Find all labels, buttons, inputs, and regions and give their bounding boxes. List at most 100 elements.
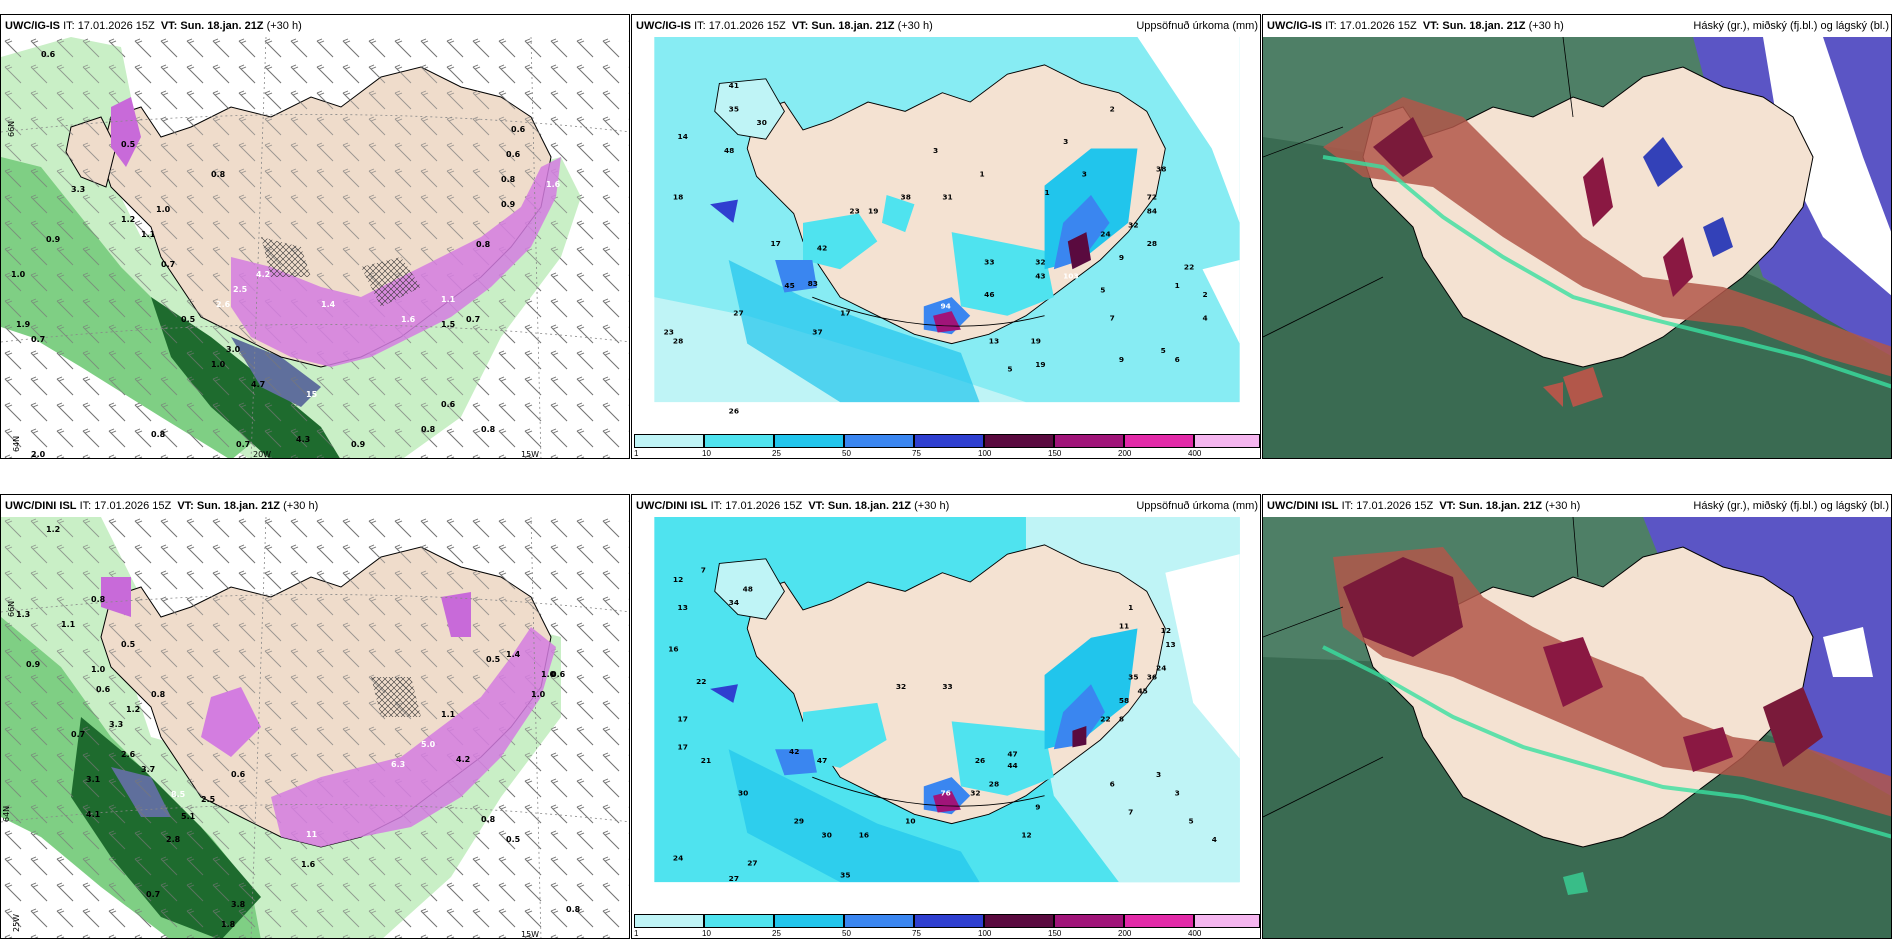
colorbar-tick: 10 xyxy=(702,449,711,458)
value-label: 0.8 xyxy=(566,905,581,914)
value-label: 2.0 xyxy=(31,450,46,459)
lon-label-15: 15W xyxy=(521,450,539,459)
colorbar-seg xyxy=(1124,434,1194,448)
panel-title: Uppsöfnuð úrkoma (mm) xyxy=(1136,20,1258,32)
it-label: IT: xyxy=(63,20,75,32)
value-label: 0.9 xyxy=(46,235,61,244)
colorbar-tick: 10 xyxy=(702,929,711,938)
value-label: 22 xyxy=(1100,714,1110,723)
panel-precip-igis: UWC/IG-IS IT: 17.01.2026 15Z VT: Sun. 18.… xyxy=(631,14,1261,459)
value-label: 36 xyxy=(1147,673,1157,682)
init-time: 17.01.2026 15Z xyxy=(1339,20,1417,32)
value-label: 42 xyxy=(789,747,799,756)
value-label: 4.3 xyxy=(296,435,310,444)
value-label: 2.6 xyxy=(216,300,231,309)
value-label: 17 xyxy=(840,309,850,318)
colorbar: 1 10 25 50 75 100 150 200 400 xyxy=(632,428,1260,458)
colorbar-tick: 150 xyxy=(1048,929,1062,938)
value-label: 3.8 xyxy=(231,900,246,909)
value-label: 0.5 xyxy=(486,655,501,664)
value-label: 4 xyxy=(1212,835,1217,844)
value-label: 5.0 xyxy=(421,740,436,749)
value-label: 76 xyxy=(940,789,950,798)
panel-wind-igis: UWC/IG-IS IT: 17.01.2026 15Z VT: Sun. 18.… xyxy=(0,14,630,459)
value-label: 37 xyxy=(812,327,822,336)
value-label: 4.2 xyxy=(456,755,470,764)
value-label: 0.9 xyxy=(351,440,366,449)
model-name: UWC/IG-IS xyxy=(1267,20,1322,32)
it-label: IT: xyxy=(1341,500,1354,512)
vt-label: VT: xyxy=(808,500,825,512)
value-label: 35 xyxy=(1128,673,1138,682)
value-label: 1 xyxy=(1175,281,1180,290)
colorbar-tick: 100 xyxy=(978,449,992,458)
value-label: 1.1 xyxy=(441,295,456,304)
value-label: 83 xyxy=(808,279,818,288)
map-cloud-cover xyxy=(1263,517,1891,938)
colorbar-tick: 50 xyxy=(842,449,851,458)
value-label: 3.1 xyxy=(86,775,101,784)
valid-time: Sun. 18.jan. 21Z xyxy=(827,500,912,512)
value-label: 42 xyxy=(817,244,827,253)
colorbar-seg xyxy=(984,434,1054,448)
value-label: 19 xyxy=(1035,360,1045,369)
panel-wind-dini: UWC/DINI ISL IT: 17.01.2026 15Z VT: Sun. … xyxy=(0,494,630,939)
value-label: 29 xyxy=(794,817,804,826)
value-label: 38 xyxy=(1156,165,1166,174)
colorbar-tick: 75 xyxy=(912,929,921,938)
value-label: 28 xyxy=(1147,239,1157,248)
lead-time: (+30 h) xyxy=(1528,20,1564,32)
value-label: 0.8 xyxy=(151,690,166,699)
value-label: 9 xyxy=(1119,253,1124,262)
init-time: 17.01.2026 15Z xyxy=(77,20,155,32)
value-label: 0.6 xyxy=(41,50,56,59)
value-label: 24 xyxy=(1100,230,1110,239)
it-label: IT: xyxy=(694,20,706,32)
value-label: 47 xyxy=(817,756,827,765)
colorbar-tick: 25 xyxy=(772,929,781,938)
value-label: 4.1 xyxy=(86,810,101,819)
value-label: 7 xyxy=(1128,807,1133,816)
colorbar-seg xyxy=(634,914,704,928)
colorbar-tick: 200 xyxy=(1118,929,1132,938)
value-label: 1.5 xyxy=(441,320,456,329)
value-label: 17 xyxy=(678,714,688,723)
panel-header: UWC/DINI ISL IT: 17.01.2026 15Z VT: Sun. … xyxy=(632,495,1260,517)
value-label: 28 xyxy=(673,337,683,346)
value-label: 12 xyxy=(1161,626,1171,635)
vt-label: VT: xyxy=(177,500,194,512)
valid-time: Sun. 18.jan. 21Z xyxy=(180,20,264,32)
vt-label: VT: xyxy=(1439,500,1456,512)
value-label: 47 xyxy=(1007,750,1017,759)
value-label: 35 xyxy=(729,104,739,113)
value-label: 1.8 xyxy=(221,920,236,929)
panel-title: Háský (gr.), miðský (fj.bl.) og lágský (… xyxy=(1693,500,1889,512)
value-label: 11 xyxy=(1119,621,1129,630)
value-label: 1.0 xyxy=(211,360,226,369)
value-label: 0.9 xyxy=(501,200,516,209)
value-label: 9 xyxy=(1119,355,1124,364)
value-label: 0.8 xyxy=(476,240,491,249)
value-label: 1.6 xyxy=(301,860,316,869)
panel-title: Háský (gr.), miðský (fj.bl.) og lágský (… xyxy=(1693,20,1889,32)
lon-label-25: 25W xyxy=(12,914,21,932)
value-label: 2.6 xyxy=(121,750,136,759)
value-label: 1.4 xyxy=(321,300,336,309)
value-label: 3 xyxy=(1175,789,1180,798)
value-label: 0.8 xyxy=(91,595,106,604)
value-label: 0.7 xyxy=(71,730,85,739)
value-label: 2.8 xyxy=(166,835,181,844)
value-label: 32 xyxy=(896,682,906,691)
colorbar-tick: 400 xyxy=(1188,449,1202,458)
value-label: 84 xyxy=(1147,207,1157,216)
vt-label: VT: xyxy=(160,20,178,32)
value-label: 22 xyxy=(696,677,706,686)
panel-header: UWC/IG-IS IT: 17.01.2026 15Z VT: Sun. 18.… xyxy=(1,15,629,37)
value-label: 17 xyxy=(770,239,780,248)
value-label: 0.6 xyxy=(96,685,111,694)
value-label: 30 xyxy=(738,789,748,798)
it-label: IT: xyxy=(710,500,723,512)
init-time: 17.01.2026 15Z xyxy=(708,20,786,32)
value-label: 33 xyxy=(984,258,994,267)
colorbar-seg xyxy=(774,434,844,448)
